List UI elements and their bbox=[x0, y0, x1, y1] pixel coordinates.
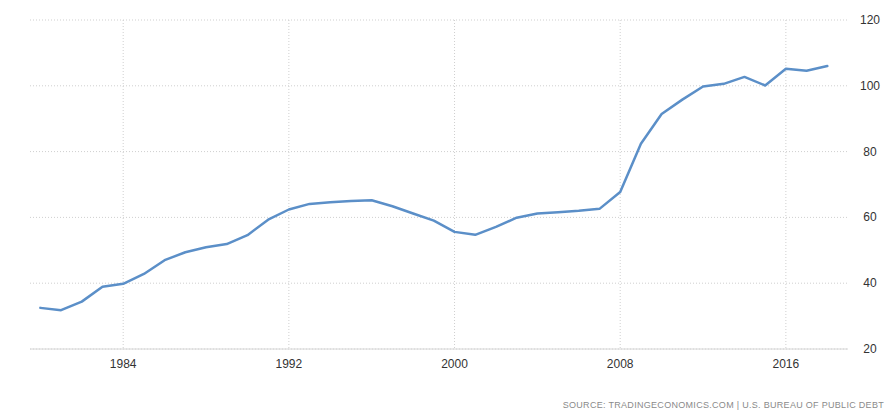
y-grid-line bbox=[30, 217, 848, 218]
y-grid-line bbox=[30, 20, 848, 21]
y-grid-line bbox=[30, 85, 848, 86]
y-grid-line bbox=[30, 283, 848, 284]
y-tick-label: 80 bbox=[863, 145, 877, 159]
y-tick-label: 100 bbox=[860, 79, 880, 93]
source: SOURCE: TRADINGECONOMICS.COM | U.S. BURE… bbox=[563, 400, 885, 410]
y-grid-line bbox=[30, 349, 848, 350]
x-tick-label: 2008 bbox=[607, 357, 634, 371]
series-group bbox=[40, 66, 827, 310]
y-tick-label: 40 bbox=[863, 276, 877, 290]
y-tick-label: 60 bbox=[863, 210, 877, 224]
y-grid-line bbox=[30, 151, 848, 152]
x-grid-line bbox=[288, 20, 289, 349]
x-grid-line bbox=[123, 20, 124, 349]
x-tick-label: 1992 bbox=[276, 357, 303, 371]
grid bbox=[30, 20, 848, 349]
chart: 20 40 60 80 100 120 1984 1992 2000 2008 2016 SOURCE… bbox=[0, 0, 892, 416]
y-tick-label: 120 bbox=[860, 13, 880, 27]
y-tick-label: 20 bbox=[863, 342, 877, 356]
x-axis-line bbox=[30, 349, 848, 350]
x-grid-line bbox=[620, 20, 621, 349]
x-grid-line bbox=[454, 20, 455, 349]
line bbox=[40, 66, 827, 310]
x-tick-label: 2016 bbox=[773, 357, 800, 371]
x-tick-label: 1984 bbox=[110, 357, 137, 371]
x-tick-label: 2000 bbox=[441, 357, 468, 371]
